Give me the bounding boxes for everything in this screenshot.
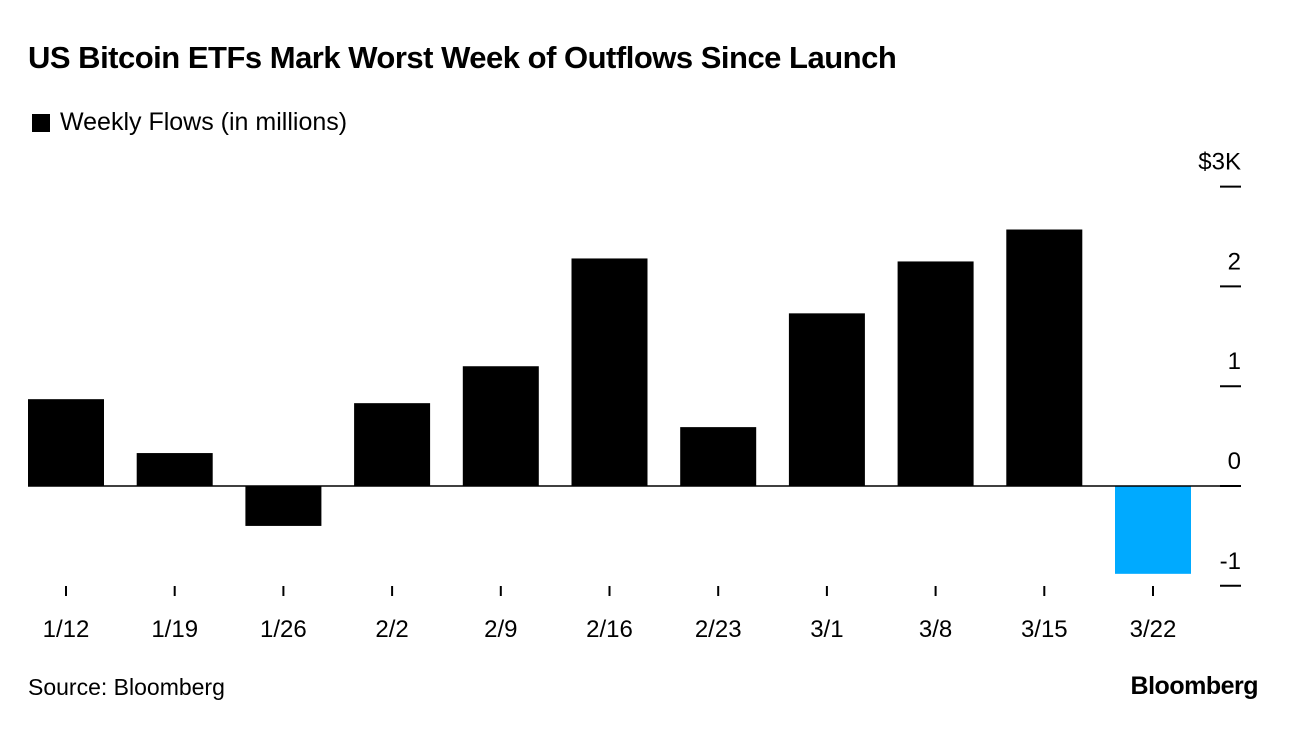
legend-label: Weekly Flows (in millions) <box>60 108 348 136</box>
bar-3/15 <box>1006 229 1083 486</box>
chart-title: US Bitcoin ETFs Mark Worst Week of Outfl… <box>28 40 897 75</box>
legend: Weekly Flows (in millions) <box>32 108 347 137</box>
x-tick-label: 1/12 <box>43 616 90 643</box>
bar-3/1 <box>788 313 865 486</box>
bar-2/23 <box>680 427 757 486</box>
x-tick-label: 3/15 <box>1021 616 1068 643</box>
bar-1/19 <box>136 453 213 486</box>
bar-2/9 <box>462 366 539 486</box>
y-tick-label: $3K <box>1198 149 1241 176</box>
source-note: Source: Bloomberg <box>28 674 225 700</box>
bloomberg-logo: Bloomberg <box>1130 672 1259 700</box>
legend-swatch <box>32 113 50 132</box>
x-tick-label: 2/23 <box>695 616 742 643</box>
bar-3/8 <box>897 261 974 486</box>
bar-1/26 <box>245 486 322 526</box>
x-tick-label: 2/16 <box>586 616 633 643</box>
y-tick-label: 1 <box>1228 348 1241 375</box>
y-tick-label: -1 <box>1220 548 1241 575</box>
x-tick-label: 3/1 <box>810 616 843 643</box>
bar-2/2 <box>354 403 431 486</box>
bar-1/12 <box>28 399 104 486</box>
x-tick-label: 3/8 <box>919 616 952 643</box>
x-tick-label: 3/22 <box>1130 616 1177 643</box>
bar-2/16 <box>571 258 648 486</box>
x-tick-label: 1/19 <box>151 616 198 643</box>
x-tick-label: 2/2 <box>375 616 408 643</box>
bar-3/22 <box>1115 486 1191 574</box>
x-tick-label: 2/9 <box>484 616 517 643</box>
y-tick-label: 0 <box>1228 448 1241 475</box>
x-tick-label: 1/26 <box>260 616 307 643</box>
y-tick-label: 2 <box>1228 248 1241 275</box>
